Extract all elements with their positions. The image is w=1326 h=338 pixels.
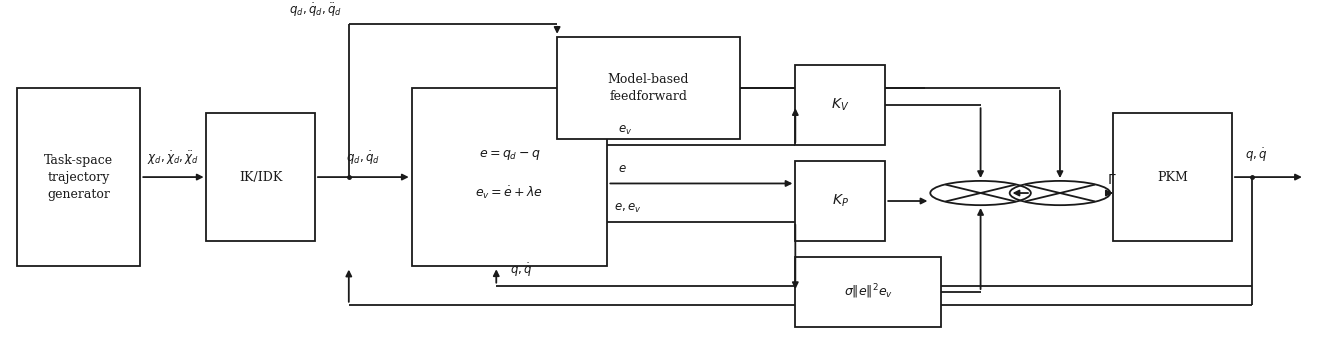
Text: IK/IDK: IK/IDK	[239, 171, 282, 184]
Text: $e_v = \dot{e} + \lambda e$: $e_v = \dot{e} + \lambda e$	[476, 185, 544, 201]
Text: $e_v$: $e_v$	[618, 124, 633, 137]
Text: $q, \dot{q}$: $q, \dot{q}$	[1245, 147, 1268, 164]
Text: $\sigma\|e\|^2 e_v$: $\sigma\|e\|^2 e_v$	[843, 283, 892, 301]
Text: $K_V$: $K_V$	[831, 97, 850, 114]
Text: $q, \dot{q}$: $q, \dot{q}$	[509, 262, 532, 279]
Text: $\Gamma$: $\Gamma$	[1107, 173, 1116, 187]
Text: $K_P$: $K_P$	[831, 193, 849, 209]
Bar	[411, 88, 607, 266]
Text: $e = q_d - q$: $e = q_d - q$	[479, 148, 541, 162]
Bar	[796, 257, 941, 327]
Text: $q_d, \dot{q}_d, \ddot{q}_d$: $q_d, \dot{q}_d, \ddot{q}_d$	[289, 2, 342, 19]
Bar	[796, 161, 886, 241]
Bar	[17, 88, 141, 266]
Text: Model-based
feedforward: Model-based feedforward	[607, 73, 690, 103]
Text: PKM: PKM	[1158, 171, 1188, 184]
Bar	[796, 66, 886, 145]
Text: $q_d, \dot{q}_d$: $q_d, \dot{q}_d$	[346, 149, 381, 167]
Text: $e, e_v$: $e, e_v$	[614, 202, 642, 215]
Text: Task-space
trajectory
generator: Task-space trajectory generator	[44, 153, 113, 200]
Bar	[207, 113, 316, 241]
Text: $\chi_d,\dot{\chi}_d,\ddot{\chi}_d$: $\chi_d,\dot{\chi}_d,\ddot{\chi}_d$	[147, 149, 199, 167]
Bar	[1113, 113, 1232, 241]
Text: $e$: $e$	[618, 163, 627, 175]
Bar	[557, 37, 740, 139]
